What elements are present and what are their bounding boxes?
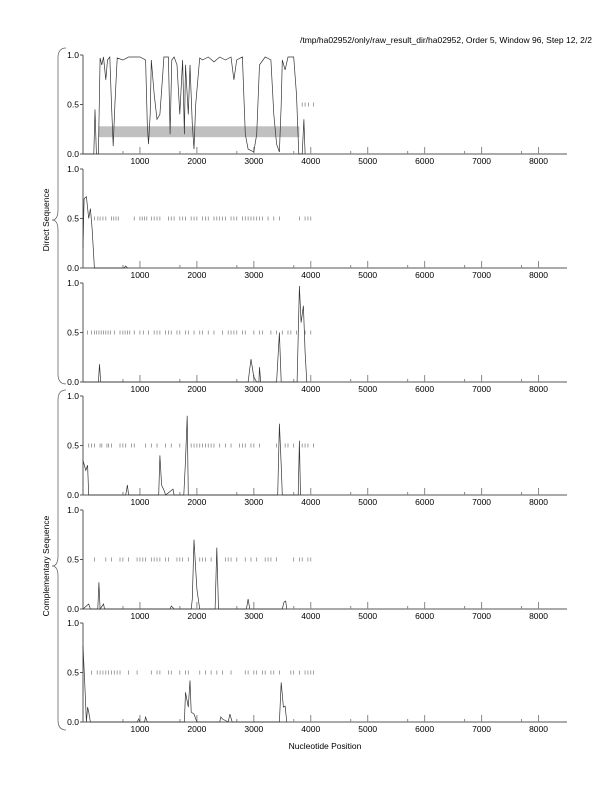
x-tick-label: 1000 [130,270,149,280]
x-tick-label: 7000 [472,270,491,280]
y-tick-label: 0.0 [67,377,79,387]
y-tick-label: 0.0 [67,490,79,500]
x-tick-label: 5000 [358,156,377,166]
brace-complementary [51,389,67,731]
x-tick-label: 8000 [529,384,548,394]
y-tick-label: 0.0 [67,263,79,273]
x-tick-label: 5000 [358,384,377,394]
x-tick-label: 6000 [415,270,434,280]
y-tick-label: 1.0 [67,505,79,515]
x-tick-label: 4000 [301,724,320,734]
chart-title: /tmp/ha02952/only/raw_result_dir/ha02952… [300,35,592,45]
coding-potential-line [83,285,308,383]
x-tick-label: 8000 [529,497,548,507]
x-tick-label: 5000 [358,497,377,507]
y-tick-label: 0.5 [67,441,79,451]
x-tick-label: 3000 [244,384,263,394]
x-tick-label: 6000 [415,611,434,621]
y-tick-label: 0.5 [67,328,79,338]
x-tick-label: 6000 [415,724,434,734]
x-tick-label: 8000 [529,270,548,280]
x-tick-label: 4000 [301,270,320,280]
panel-1: 0.0 0.5 1.0 1000 2000 3000 4000 5000 6000 7000 800… [67,50,567,166]
x-tick-label: 2000 [187,497,206,507]
y-tick-label: 0.0 [67,149,79,159]
x-tick-label: 1000 [130,384,149,394]
x-tick-label: 1000 [130,724,149,734]
panel-5: 0.0 0.5 1.0 1000 2000 3000 4000 5000 6000 7000 800… [67,505,567,621]
x-tick-label: 5000 [358,724,377,734]
panel-2: 0.0 0.5 1.0 1000 2000 3000 4000 5000 6000 7000 800… [67,164,567,280]
x-tick-label: 2000 [187,156,206,166]
coding-potential-line [82,195,128,269]
x-tick-label: 7000 [472,611,491,621]
highlight-region [98,126,300,138]
x-tick-label: 6000 [415,384,434,394]
x-tick-label: 7000 [472,156,491,166]
x-tick-label: 4000 [301,384,320,394]
panel-6: 0.0 0.5 1.0 1000 2000 3000 4000 5000 6000 7000 800… [67,618,567,734]
x-tick-label: 8000 [529,724,548,734]
x-tick-label: 3000 [244,724,263,734]
coding-potential-line [82,539,288,611]
y-tick-label: 1.0 [67,164,79,174]
x-tick-label: 8000 [529,156,548,166]
x-tick-label: 4000 [301,611,320,621]
x-tick-label: 7000 [472,497,491,507]
group-label-direct: Direct Sequence [41,188,51,251]
y-tick-label: 1.0 [67,391,79,401]
y-tick-label: 1.0 [67,278,79,288]
panel-3: 0.0 0.5 1.0 1000 2000 3000 4000 5000 6000 7000 800… [67,278,567,394]
y-tick-label: 1.0 [67,618,79,628]
x-tick-label: 6000 [415,497,434,507]
y-tick-label: 1.0 [67,50,79,60]
x-tick-label: 8000 [529,611,548,621]
x-axis-label: Nucleotide Position [289,741,362,751]
x-tick-label: 3000 [244,156,263,166]
x-tick-label: 2000 [187,270,206,280]
x-tick-label: 1000 [130,611,149,621]
y-tick-label: 0.5 [67,100,79,110]
brace-direct [51,47,67,385]
x-tick-label: 4000 [301,156,320,166]
y-tick-label: 0.5 [67,214,79,224]
x-tick-label: 4000 [301,497,320,507]
x-tick-label: 7000 [472,384,491,394]
y-tick-label: 0.5 [67,555,79,565]
y-tick-label: 0.0 [67,604,79,614]
x-tick-label: 5000 [358,270,377,280]
coding-potential-line [83,56,306,155]
x-tick-label: 2000 [187,384,206,394]
x-tick-label: 2000 [187,724,206,734]
x-tick-label: 3000 [244,270,263,280]
x-tick-label: 6000 [415,156,434,166]
x-tick-label: 1000 [130,156,149,166]
x-tick-label: 3000 [244,497,263,507]
y-tick-label: 0.5 [67,668,79,678]
x-tick-label: 3000 [244,611,263,621]
coding-potential-line [82,415,301,496]
panel-4: 0.0 0.5 1.0 1000 2000 3000 4000 5000 6000 7000 800… [67,391,567,507]
group-label-complementary: Complementary Sequence [41,515,51,616]
x-tick-label: 1000 [130,497,149,507]
coding-potential-line [82,645,288,723]
y-tick-label: 0.0 [67,717,79,727]
x-tick-label: 7000 [472,724,491,734]
x-tick-label: 2000 [187,611,206,621]
x-tick-label: 5000 [358,611,377,621]
